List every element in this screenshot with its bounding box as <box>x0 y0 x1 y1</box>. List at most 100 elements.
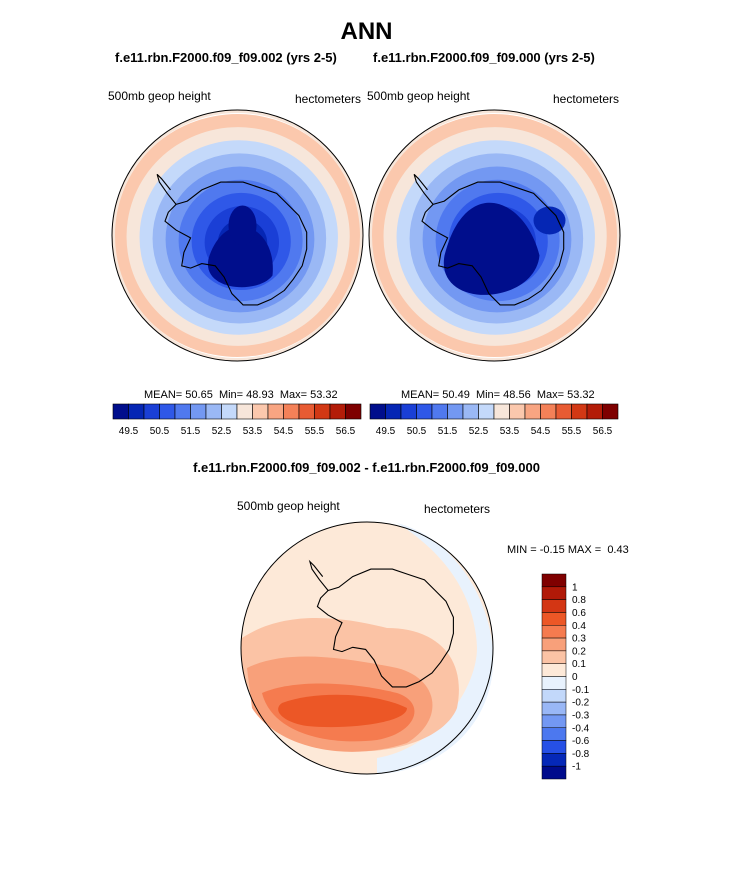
panel-1-max-value: 53.32 <box>310 389 338 401</box>
panel-1-variable-label: 500mb geop height <box>108 89 211 103</box>
panel-2-stats: MEAN= 50.49 Min= 48.56 Max= 53.32 <box>401 389 595 401</box>
cbar1-swatch-14 <box>329 403 346 420</box>
panel-1-title: f.e11.rbn.F2000.f09_f09.002 (yrs 2-5) <box>115 50 337 65</box>
cbar1-swatch-10 <box>267 403 284 420</box>
cbar2-tick-55.5: 55.5 <box>562 426 582 437</box>
panel-3-swatch-0 <box>541 573 567 588</box>
cbar2-swatch-2 <box>400 403 417 420</box>
panel-3-swatch-6 <box>541 650 567 664</box>
panel-3-negative-region <box>377 523 494 774</box>
panel-2-variable-label: 500mb geop height <box>367 89 470 103</box>
panel-3-tick--0.3: -0.3 <box>572 710 590 721</box>
cbar2-swatch-11 <box>540 403 557 420</box>
map3-antarctica-coastline <box>316 568 454 688</box>
cbar2-tick-50.5: 50.5 <box>407 426 427 437</box>
panel-2-max-label: Max= <box>536 389 565 401</box>
panel-3-variable-label: 500mb geop height <box>237 499 340 513</box>
cbar2-tick-52.5: 52.5 <box>469 426 489 437</box>
panel-3-swatch-8 <box>541 676 567 690</box>
panel-2-units-label: hectometers <box>553 92 620 106</box>
panel-3-tick-0.3: 0.3 <box>572 634 586 645</box>
panel-3-tick-0.1: 0.1 <box>572 659 586 670</box>
panel-3-map <box>240 521 494 775</box>
panel-1-stats: MEAN= 50.65 Min= 48.93 Max= 53.32 <box>144 389 338 401</box>
panel-3-swatch-9 <box>541 689 567 703</box>
panel-3-tick--0.4: -0.4 <box>572 723 590 734</box>
cbar2-swatch-13 <box>571 403 588 420</box>
panel-1-mean-value: 50.65 <box>185 389 213 401</box>
panel-2-mean-label: MEAN= <box>401 389 440 401</box>
panel-3-swatch-11 <box>541 714 567 728</box>
panel-3-max-label: MAX = <box>567 544 602 556</box>
panel-1-min-value: 48.93 <box>246 389 274 401</box>
panel-3-tick--0.6: -0.6 <box>572 736 590 747</box>
map1-rim-band <box>112 110 363 361</box>
cbar2-swatch-15 <box>602 403 619 420</box>
map1-antarctica-coastline <box>164 181 308 306</box>
cbar1-tick-55.5: 55.5 <box>305 426 325 437</box>
cbar2-tick-53.5: 53.5 <box>500 426 520 437</box>
panel-3-swatch-13 <box>541 740 567 754</box>
panel-3-tick--1: -1 <box>572 762 581 773</box>
cbar1-swatch-8 <box>236 403 253 420</box>
cbar1-swatch-5 <box>190 403 207 420</box>
panel-3-units-label: hectometers <box>424 502 491 516</box>
map1-map-border <box>111 109 364 362</box>
panel-3-max-value: 0.43 <box>607 544 629 556</box>
cbar1-swatch-2 <box>143 403 160 420</box>
panel-1-mean-label: MEAN= <box>144 389 183 401</box>
cbar2-swatch-6 <box>462 403 479 420</box>
panel-3-title: f.e11.rbn.F2000.f09_f09.002 - f.e11.rbn.… <box>193 460 540 475</box>
cbar2-swatch-4 <box>431 403 448 420</box>
cbar2-swatch-9 <box>509 403 526 420</box>
cbar1-swatch-4 <box>174 403 191 420</box>
cbar2-swatch-8 <box>493 403 510 420</box>
map1-minimum-lobe <box>228 205 257 246</box>
panel-3-tick-0.2: 0.2 <box>572 646 586 657</box>
panel-2-mean-value: 50.49 <box>442 389 470 401</box>
map2-minimum-region <box>443 202 540 295</box>
panel-1-max-label: Max= <box>279 389 308 401</box>
panel-3-tick-0.6: 0.6 <box>572 608 586 619</box>
panel-3-positive-band-0.4 <box>278 694 407 728</box>
cbar1-swatch-12 <box>298 403 315 420</box>
panel-2-max-value: 53.32 <box>567 389 595 401</box>
panel-2-map <box>368 109 621 362</box>
panel-3-tick-0: 0 <box>572 672 578 683</box>
cbar1-tick-52.5: 52.5 <box>212 426 232 437</box>
panel-3-tick-0.4: 0.4 <box>572 621 586 632</box>
cbar2-tick-51.5: 51.5 <box>438 426 458 437</box>
cbar2-tick-49.5: 49.5 <box>376 426 396 437</box>
cbar1-swatch-9 <box>252 403 269 420</box>
page-title: ANN <box>340 18 393 45</box>
panel-3-tick-1: 1 <box>572 582 578 593</box>
map2-antarctica-coastline <box>421 181 565 306</box>
cbar2-tick-54.5: 54.5 <box>531 426 551 437</box>
panel-3-swatch-4 <box>541 625 567 639</box>
panel-3-swatch-14 <box>541 753 567 767</box>
panel-3-swatch-10 <box>541 701 567 716</box>
cbar1-tick-50.5: 50.5 <box>150 426 170 437</box>
cbar2-swatch-1 <box>385 403 402 420</box>
cbar1-tick-51.5: 51.5 <box>181 426 201 437</box>
panel-3-stats: MIN = -0.15 MAX = 0.43 <box>507 544 629 556</box>
cbar1-swatch-11 <box>283 403 300 420</box>
cbar2-swatch-0 <box>369 403 386 420</box>
cbar2-swatch-10 <box>524 403 541 420</box>
cbar1-swatch-1 <box>128 403 145 420</box>
panel-3-min-value: -0.15 <box>539 544 565 556</box>
panel-3-swatch-5 <box>541 637 567 652</box>
panel-3-swatch-2 <box>541 599 567 613</box>
cbar1-swatch-6 <box>205 403 222 420</box>
panel-3-colorbar: 1 0.8 0.6 0.4 0.30.2 0.1 0 -0.1 -0.2-0.3 -0.4 -0.6… <box>541 573 590 780</box>
cbar1-tick-56.5: 56.5 <box>336 426 356 437</box>
cbar2-tick-56.5: 56.5 <box>593 426 613 437</box>
map3-peninsula-coastline <box>308 559 329 591</box>
panel-3-swatch-15 <box>541 765 567 780</box>
cbar1-swatch-0 <box>112 403 129 420</box>
cbar1-swatch-7 <box>221 403 238 420</box>
panel-3-tick-0.8: 0.8 <box>572 595 586 606</box>
map2-peninsula-coastline <box>413 173 434 205</box>
panel-2-min-value: 48.56 <box>503 389 531 401</box>
cbar2-swatch-5 <box>447 403 464 420</box>
